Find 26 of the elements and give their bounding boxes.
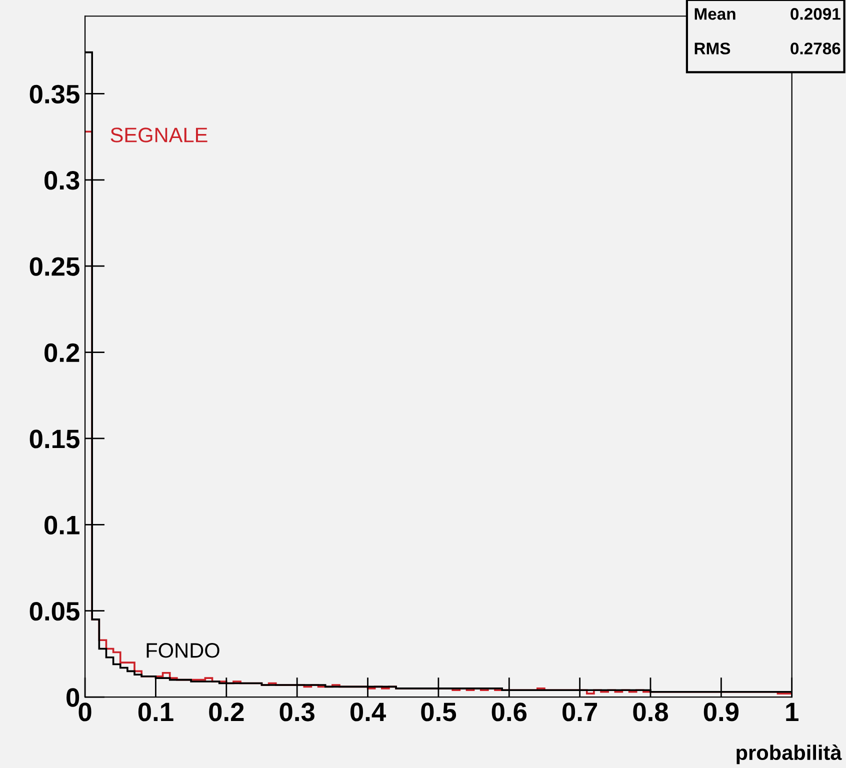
series-label: FONDO [146, 643, 220, 658]
annotation: Mean [694, 8, 736, 20]
y-tick-label: 0.35 [30, 84, 80, 104]
y-tick-label: 0.15 [30, 430, 80, 448]
y-tick-label: 0 [66, 688, 80, 707]
y-tick-label: 0.2 [44, 343, 80, 362]
x-axis-title: probabilità [736, 744, 842, 764]
series-label: SEGNALE [110, 128, 208, 142]
y-tick-label: 0.05 [30, 602, 80, 621]
x-tick-label: 0.6 [492, 702, 527, 722]
x-tick-label: 0.7 [562, 702, 597, 722]
annotation: 0.2786 [790, 42, 840, 54]
y-tick-label: 0.1 [44, 516, 80, 534]
annotation: RMS [694, 42, 730, 54]
x-tick-label: 0.8 [633, 702, 668, 722]
y-tick-label: 0.3 [44, 171, 80, 190]
x-tick-label: 0.4 [350, 702, 386, 722]
x-tick-label: 0.3 [280, 702, 314, 722]
y-tick-label: 0.25 [30, 257, 80, 276]
x-tick-label: 0 [78, 702, 92, 722]
x-tick-label: 0.9 [704, 702, 739, 722]
x-tick-label: 0.2 [209, 702, 244, 722]
x-tick-label: 0.5 [421, 702, 456, 722]
annotation: 0.2091 [790, 8, 840, 20]
x-tick-label: 1 [786, 702, 798, 722]
x-tick-label: 0.1 [138, 702, 174, 722]
